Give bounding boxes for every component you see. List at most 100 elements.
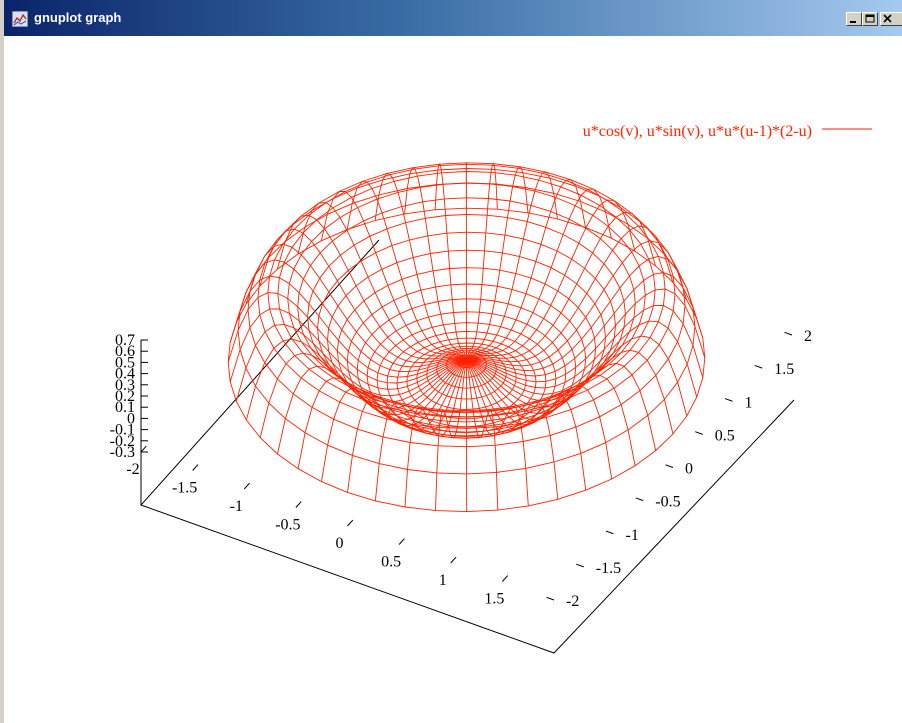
y-tick-mark: [576, 563, 584, 568]
surface-v-line: [374, 173, 467, 361]
x-tick-mark: [243, 482, 250, 490]
window-title: gnuplot graph: [34, 10, 122, 25]
surface-v-line: [466, 359, 636, 466]
surface-v-line: [466, 359, 613, 480]
z-tick-label: 0.5: [115, 354, 135, 371]
surface-v-line: [466, 359, 529, 506]
surface-v-line: [277, 359, 467, 455]
z-tick-label: 0.6: [115, 343, 135, 360]
surface-v-line: [434, 163, 467, 361]
y-tick-label: 1: [745, 394, 753, 411]
surface-v-line: [466, 349, 674, 435]
surface-v-line: [321, 359, 467, 482]
x-axis-ticks: -2 -1.5 -1 -0.5 0 0.5 1 1.5: [126, 445, 509, 608]
x-tick-label: -2: [126, 461, 139, 478]
y-tick-mark: [784, 331, 793, 336]
surface-v-line: [466, 171, 558, 361]
close-button[interactable]: [880, 12, 902, 26]
surface-v-line: [466, 320, 698, 398]
x-tick-mark: [192, 464, 199, 471]
x-tick-label: -0.5: [275, 517, 300, 534]
x-tick-mark: [347, 519, 354, 527]
z-tick-label: 0.1: [115, 399, 135, 416]
z-tick-label: -0.1: [110, 422, 135, 439]
surface-v-line: [466, 162, 498, 361]
surface-v-line: [404, 359, 467, 508]
surface-v-line: [297, 202, 467, 361]
x-tick-mark: [502, 575, 509, 582]
x-tick-mark: [398, 538, 405, 545]
y-tick-mark: [724, 398, 733, 402]
surface-v-line: [466, 225, 674, 363]
maximize-icon: [865, 14, 875, 23]
surface-v-line: [466, 179, 586, 361]
y-tick-label: -0.5: [655, 494, 680, 511]
surface-v-line: [466, 359, 499, 511]
minimize-button[interactable]: [846, 12, 862, 26]
surface-v-line: [466, 188, 612, 361]
y-tick-mark: [665, 464, 674, 468]
surface-v-line: [466, 359, 657, 451]
surface-v-line: [466, 272, 704, 377]
x-tick-mark: [295, 501, 302, 508]
surface-v-line: [259, 228, 467, 363]
surface-v-line: [466, 305, 704, 389]
surface-v-line: [235, 259, 467, 373]
x-tick-label: -1: [230, 498, 243, 515]
base-border: [140, 239, 795, 654]
surface-v-line: [297, 359, 467, 469]
x-tick-mark: [450, 556, 457, 564]
x-tick-label: -1.5: [172, 480, 197, 497]
surface-v-line: [229, 308, 467, 390]
maximize-button[interactable]: [862, 12, 878, 26]
z-tick-label: 0.3: [115, 377, 135, 394]
z-tick-label: -0.3: [110, 444, 135, 461]
surface-v-line: [245, 243, 467, 368]
surface-v-line: [466, 359, 559, 500]
y-tick-mark: [546, 596, 555, 601]
surface-v-line: [466, 255, 698, 372]
surface-v-line: [374, 359, 467, 501]
legend: u*cos(v), u*sin(v), u*u*(u-1)*(2-u): [583, 123, 872, 140]
z-tick-label: 0.4: [115, 366, 135, 383]
z-tick-label: -0.2: [110, 433, 135, 450]
axes-frame: [140, 239, 795, 654]
y-tick-label: -2: [566, 593, 579, 610]
z-axis-ticks: 0.70.60.50.40.30.20.10-0.1-0.2-0.3: [110, 332, 148, 461]
surface-v-line: [235, 323, 467, 402]
surface-v-line: [320, 190, 467, 361]
x-tick-label: 0: [336, 535, 344, 552]
y-tick-label: -1.5: [596, 560, 621, 577]
surface-v-line: [466, 288, 706, 383]
surface-v-line: [227, 292, 467, 384]
surface-v-line: [259, 352, 467, 438]
surface-v-line: [404, 167, 467, 361]
x-tick-label: 1.5: [484, 591, 504, 608]
minimize-icon: [850, 21, 856, 23]
surface-v-line: [347, 359, 467, 493]
surface-mesh: [227, 162, 706, 513]
surface-v-line: [466, 199, 636, 361]
legend-label: u*cos(v), u*sin(v), u*u*(u-1)*(2-u): [583, 123, 812, 140]
x-tick-label: 1: [439, 572, 447, 589]
y-tick-label: 2: [804, 328, 812, 345]
z-tick-label: 0.7: [115, 332, 135, 349]
surface-v-line: [435, 359, 467, 511]
close-icon: [883, 14, 892, 23]
title-bar[interactable]: gnuplot graph: [4, 0, 902, 36]
y-axis-ticks: -2 -1.5 -1 -0.5 0 0.5 1 1.5 2: [546, 328, 812, 610]
y-tick-label: 1.5: [774, 361, 794, 378]
gnuplot-icon: [11, 10, 29, 28]
y-tick-mark: [605, 530, 614, 535]
surface-v-line: [466, 211, 656, 361]
y-tick-label: 0: [685, 461, 693, 478]
z-tick-label: 0.2: [115, 388, 135, 405]
x-tick-mark: [140, 445, 147, 453]
surface-v-line: [466, 240, 688, 367]
y-tick-mark: [635, 497, 644, 502]
y-tick-mark: [754, 364, 763, 369]
y-tick-label: 0.5: [715, 427, 735, 444]
x-tick-label: 0.5: [381, 554, 401, 571]
plot-area: -2 -1.5 -1 -0.5 0 0.5 1 1.5 -2 -1.5 -1 -0.5 0 0.5 1 1.…: [110, 123, 872, 654]
